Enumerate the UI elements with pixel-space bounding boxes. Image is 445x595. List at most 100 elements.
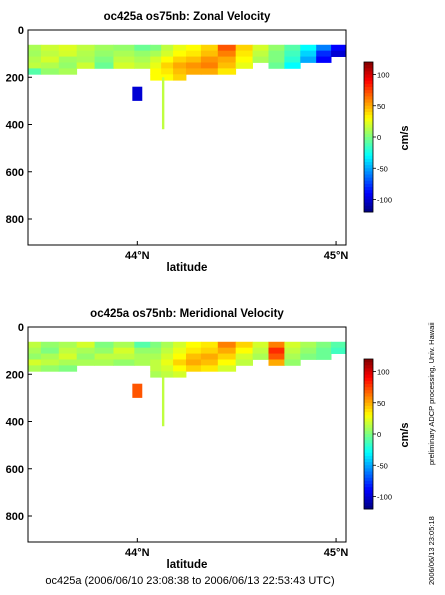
heatmap-cell — [28, 365, 42, 372]
y-tick-label: 0 — [18, 25, 24, 37]
heatmap-cell — [217, 56, 237, 63]
heatmap-cell — [134, 341, 151, 349]
colorbar-segment — [364, 496, 373, 501]
colorbar-segment — [364, 465, 373, 469]
heatmap-cell — [161, 44, 174, 52]
heatmap-cell — [94, 50, 114, 57]
deep-profile-cell — [132, 383, 143, 398]
x-tick-label: 44°N — [125, 250, 150, 262]
colorbar-segment — [364, 490, 373, 494]
heatmap-cell — [331, 50, 346, 57]
heatmap-cell — [200, 341, 219, 349]
colorbar-segment — [364, 137, 373, 141]
heatmap-cell — [173, 56, 187, 63]
colorbar-segment — [364, 146, 373, 150]
colorbar-segment — [364, 133, 373, 138]
heatmap-cell — [161, 56, 174, 63]
heatmap-cell — [76, 347, 95, 354]
heatmap-cell — [40, 341, 60, 349]
colorbar-segment — [364, 208, 373, 213]
plot-frame — [27, 326, 347, 543]
heatmap-cell — [161, 74, 174, 81]
heatmap-cell — [252, 347, 269, 354]
colorbar-meridional: 100 50 0 -50 -100 cm/s — [363, 358, 411, 510]
heatmap-cell — [40, 347, 60, 354]
colorbar-segment — [364, 187, 373, 191]
x-axis-label: latitude — [167, 262, 208, 274]
colorbar-segment — [364, 505, 373, 510]
heatmap-cell — [113, 44, 135, 52]
heatmap-cell — [150, 62, 162, 69]
heatmap-cell — [186, 341, 202, 349]
heatmap-cell — [252, 44, 269, 52]
heatmap-cell — [173, 341, 187, 349]
heatmap-cell — [58, 68, 78, 75]
heatmap-cell — [40, 68, 60, 75]
heatmap-cell — [58, 353, 78, 360]
x-tick-label: 45°N — [324, 547, 349, 559]
heatmap-cell — [173, 68, 187, 75]
heatmap-cell — [217, 347, 237, 354]
heatmap-cell — [58, 359, 78, 366]
heatmap-cell — [235, 44, 253, 52]
heatmap-cell — [217, 62, 237, 69]
colorbar-tick-label: -100 — [377, 493, 392, 502]
heatmap-cell — [284, 341, 301, 349]
heatmap-cell — [284, 50, 301, 57]
colorbar-segment — [364, 484, 373, 488]
y-tick-label: 800 — [6, 214, 24, 226]
heatmap-cell — [161, 359, 174, 366]
colorbar-segment — [364, 99, 373, 104]
heatmap-cell — [200, 56, 219, 63]
heatmap-cell — [150, 365, 162, 372]
colorbar-segment — [364, 105, 373, 110]
colorbar-segment — [364, 487, 373, 491]
y-axis-ticks: 0 200 400 600 800 — [6, 25, 32, 226]
heatmap-cell — [331, 347, 346, 354]
heatmap-cell — [113, 347, 135, 354]
heatmap-cell — [113, 353, 135, 360]
heatmap-cell — [284, 347, 301, 354]
heatmap-cell — [186, 50, 202, 57]
heatmap-cell — [113, 62, 135, 69]
heatmap-cell — [217, 50, 237, 57]
heatmap-cell — [161, 341, 174, 349]
heatmap-cell — [316, 347, 332, 354]
timestamp-note: 2006/06/13 23:05:18 — [427, 516, 436, 585]
colorbar-tick-label: -50 — [377, 164, 388, 173]
zonal-velocity-panel: oc425a os75nb: Zonal Velocity 0 200 400 600… — [6, 11, 349, 274]
heatmap-cell — [28, 353, 42, 360]
processing-note: preliminary ADCP processing, Univ. Hawai… — [427, 322, 436, 465]
heatmap-cell — [28, 56, 42, 63]
heatmap-cell — [200, 359, 219, 366]
heatmap-cell — [200, 353, 219, 360]
colorbar-segment — [364, 440, 373, 444]
heatmap-cell — [150, 68, 162, 75]
heatmap-cell — [28, 62, 42, 69]
heatmap-cell — [173, 347, 187, 354]
y-tick-label: 800 — [6, 511, 24, 523]
colorbar-zonal: 100 50 0 -50 -100 cm/s — [363, 61, 411, 213]
colorbar-segment — [364, 158, 373, 163]
colorbar-segment — [364, 124, 373, 129]
colorbar-label: cm/s — [399, 125, 411, 150]
colorbar-segment — [364, 87, 373, 91]
colorbar-segment — [364, 108, 373, 113]
heatmap-cell — [173, 44, 187, 52]
colorbar-segment — [364, 199, 373, 204]
heatmap-cell — [94, 341, 114, 349]
heatmap-cell — [150, 347, 162, 354]
heatmap-cell — [150, 371, 162, 378]
colorbar-segment — [364, 177, 373, 182]
heatmap-cell — [284, 359, 301, 366]
y-tick-label: 200 — [6, 369, 24, 381]
plot-frame — [27, 29, 347, 246]
colorbar-segment — [364, 427, 373, 432]
heatmap-cell — [161, 68, 174, 75]
heatmap-cell — [28, 347, 42, 354]
y-tick-label: 400 — [6, 417, 24, 429]
colorbar-segment — [364, 83, 373, 88]
heatmap-cell — [186, 365, 202, 372]
colorbar-segment — [364, 402, 373, 407]
colorbar-segment — [364, 140, 373, 144]
